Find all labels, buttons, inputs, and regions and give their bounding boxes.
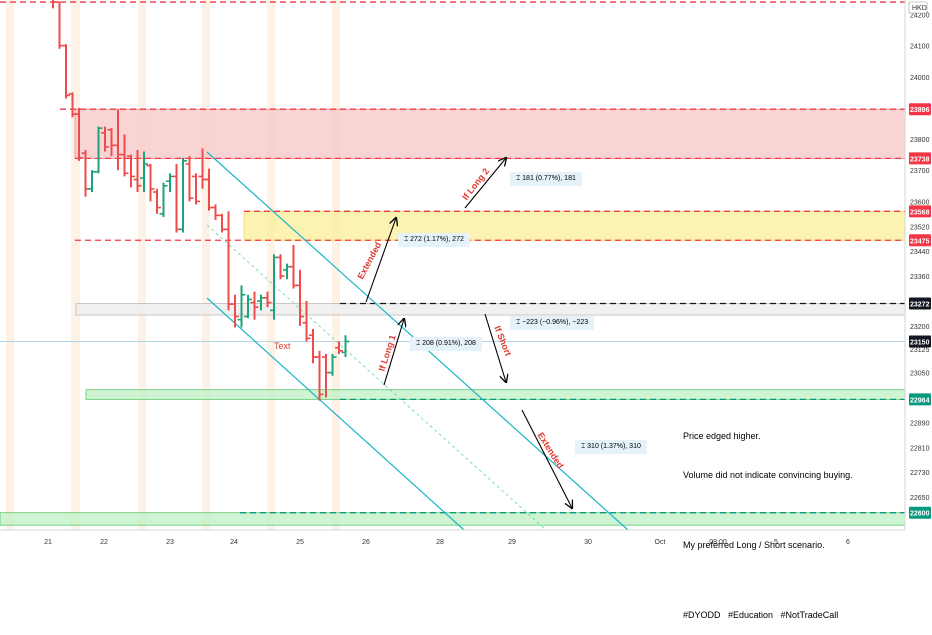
x-tick-label: 08:00	[709, 539, 727, 546]
session-column	[6, 0, 14, 530]
session-column	[138, 0, 146, 530]
y-tick-label: 22890	[910, 420, 930, 427]
measure-label-1: 181 (0.77%), 181	[522, 175, 576, 182]
session-column	[71, 0, 80, 530]
currency-label: HKD	[912, 5, 927, 12]
price-label: 23475	[910, 238, 930, 245]
x-tick-label: 26	[362, 539, 370, 546]
x-tick-label: 22	[100, 539, 108, 546]
price-label-box	[909, 205, 931, 218]
session-column	[202, 0, 210, 530]
channel-lower	[206, 297, 465, 531]
note-line-6: #DYODD #Education #NotTradeCall	[683, 610, 839, 620]
x-tick-label: 21	[44, 539, 52, 546]
y-tick-label: 24100	[910, 44, 930, 51]
measure-box-3: ⌶ 208 (0.91%), 208	[410, 337, 482, 351]
price-label: 23272	[910, 301, 930, 308]
y-tick-label: 23050	[910, 371, 930, 378]
price-label-box	[909, 234, 931, 247]
scenario-arrow	[464, 158, 506, 209]
note-line-3	[683, 508, 853, 513]
arrow-label: If Long 1	[377, 334, 398, 373]
y-tick-label: 23440	[910, 249, 930, 256]
x-tick-label: 29	[508, 539, 516, 546]
price-axis	[905, 0, 932, 550]
x-tick-label: Oct	[655, 539, 666, 546]
x-tick-label: 6	[846, 539, 850, 546]
scenario-arrow	[365, 218, 396, 303]
y-tick-label: 23200	[910, 324, 930, 331]
y-tick-label: 24200	[910, 13, 930, 20]
ruler-icon: ⌶	[416, 340, 421, 347]
y-tick-label: 23600	[910, 199, 930, 206]
measure-label-3: 208 (0.91%), 208	[422, 340, 476, 347]
price-label: 22964	[910, 397, 930, 404]
x-tick-label: 25	[296, 539, 304, 546]
x-tick-label: 30	[584, 539, 592, 546]
scenario-arrow	[521, 409, 572, 508]
y-tick-label: 24000	[910, 75, 930, 82]
note-line-4: My preferred Long / Short scenario.	[683, 540, 825, 550]
note-line-2: Volume did not indicate convincing buyin…	[683, 470, 853, 480]
zone-yellow	[243, 210, 906, 241]
measure-box-2: ⌶ 272 (1.17%), 272	[398, 233, 470, 247]
price-label: 23150	[910, 339, 930, 346]
price-label-box	[909, 152, 931, 165]
y-tick-label: 23800	[910, 137, 930, 144]
price-label: 23738	[910, 156, 930, 163]
analysis-note: Price edged higher. Volume did not indic…	[683, 404, 853, 635]
x-tick-label: 5	[774, 539, 778, 546]
measure-box-5: ⌶ 310 (1.37%), 310	[575, 440, 647, 454]
x-tick-label: 23	[166, 539, 174, 546]
y-tick-label: 22810	[910, 445, 930, 452]
y-tick-label: 22730	[910, 470, 930, 477]
price-label-box	[909, 297, 931, 310]
y-tick-label: 23520	[910, 224, 930, 231]
session-column	[332, 0, 340, 530]
price-label: 23568	[910, 209, 930, 216]
channel-mid	[206, 224, 547, 531]
measure-label-4: −223 (−0.96%), −223	[522, 319, 589, 326]
price-label-box	[909, 335, 931, 348]
session-column	[267, 0, 275, 530]
y-tick-label: 23125	[910, 347, 930, 354]
ruler-icon: ⌶	[581, 443, 586, 450]
price-label-box	[909, 103, 931, 116]
currency-badge	[908, 1, 928, 14]
scenario-arrow	[484, 313, 506, 382]
y-tick-label: 23360	[910, 274, 930, 281]
text-marker: Text	[274, 341, 291, 351]
price-label-box	[909, 393, 931, 406]
ruler-icon: ⌶	[516, 175, 521, 182]
note-line-5	[683, 578, 853, 583]
zone-red	[74, 108, 906, 159]
price-label-box	[909, 506, 931, 519]
x-tick-label: 24	[230, 539, 238, 546]
measure-box-4: ⌶ −223 (−0.96%), −223	[510, 316, 595, 330]
note-line-1: Price edged higher.	[683, 431, 761, 441]
scenario-arrow	[383, 319, 404, 386]
ruler-icon: ⌶	[516, 319, 521, 326]
price-label: 22600	[910, 511, 930, 518]
time-axis	[0, 530, 932, 550]
arrow-label: Extended	[355, 240, 383, 280]
measure-label-2: 272 (1.17%), 272	[410, 236, 464, 243]
ruler-icon: ⌶	[404, 236, 409, 243]
measure-label-5: 310 (1.37%), 310	[587, 443, 641, 450]
y-tick-label: 23700	[910, 168, 930, 175]
x-tick-label: 28	[436, 539, 444, 546]
y-tick-label: 22650	[910, 495, 930, 502]
arrow-label: If Long 2	[460, 166, 491, 202]
measure-box-1: ⌶ 181 (0.77%), 181	[510, 172, 582, 186]
zone-green	[85, 389, 906, 400]
zone-gray	[75, 303, 906, 316]
price-label: 23896	[910, 107, 930, 114]
